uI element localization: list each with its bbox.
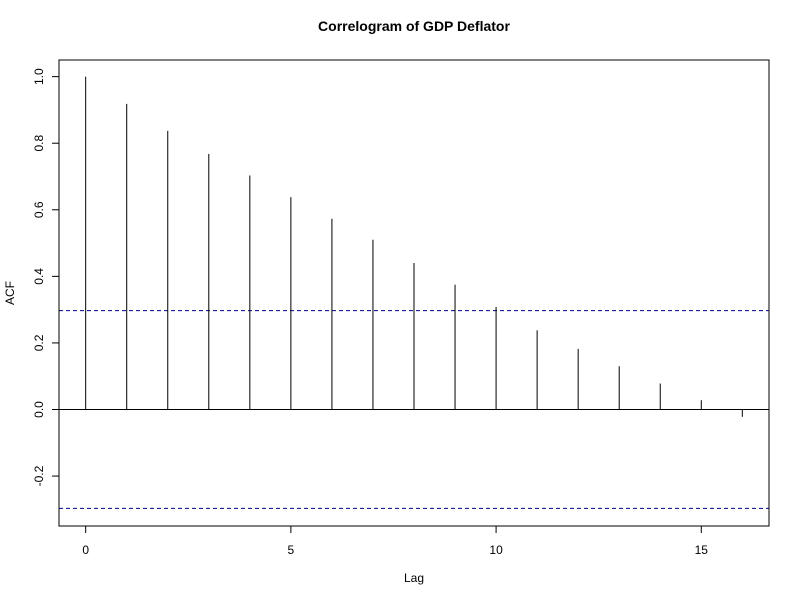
y-tick-label-5: 0.8	[32, 135, 46, 152]
x-axis-label: Lag	[404, 571, 424, 585]
chart-title: Correlogram of GDP Deflator	[318, 18, 510, 34]
y-tick-label-4: 0.6	[32, 201, 46, 218]
x-tick-label-0: 0	[82, 543, 89, 557]
y-tick-label-0: -0.2	[32, 465, 46, 486]
y-axis-label: ACF	[3, 281, 17, 305]
x-tick-label-10: 10	[489, 543, 503, 557]
y-tick-label-6: 1.0	[32, 68, 46, 85]
y-tick-label-3: 0.4	[32, 268, 46, 285]
plot-layer: 0 5 10 15 -0.2 0.0 0.2 0.4 0.6 0.8 1.0	[32, 68, 769, 557]
x-tick-label-15: 15	[695, 543, 709, 557]
x-tick-label-5: 5	[288, 543, 295, 557]
y-tick-label-2: 0.2	[32, 334, 46, 351]
y-tick-label-1: 0.0	[32, 401, 46, 418]
